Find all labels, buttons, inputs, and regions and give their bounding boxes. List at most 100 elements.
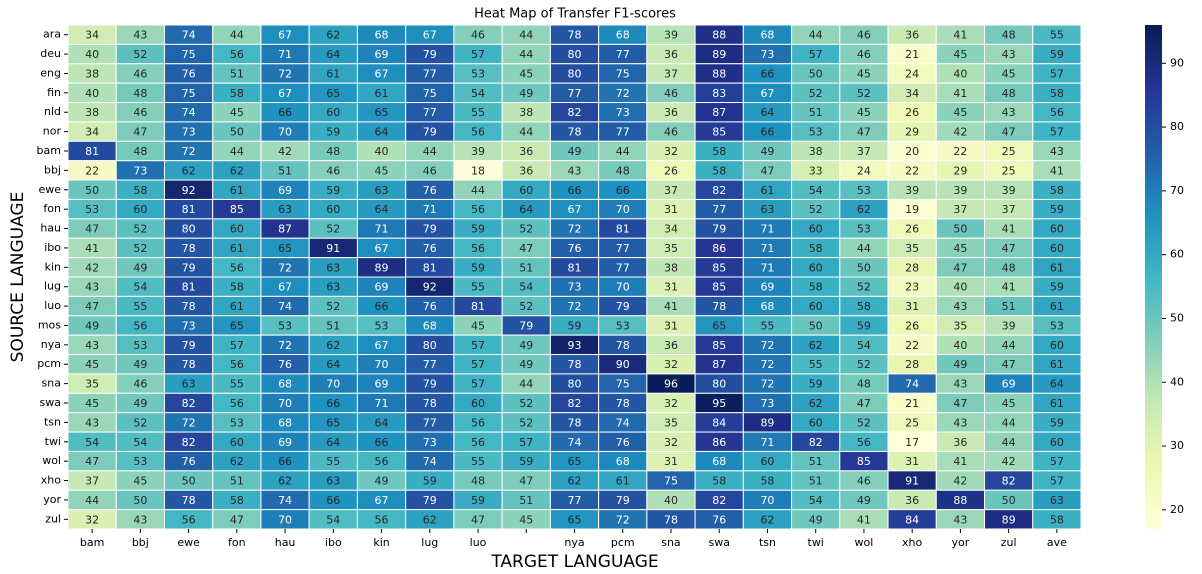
cell-label: 60 — [809, 223, 823, 236]
cell-label: 78 — [182, 300, 196, 313]
cell-label: 77 — [616, 126, 630, 139]
cell-label: 92 — [182, 184, 196, 197]
cell-label: 82 — [712, 494, 726, 507]
cell-label: 66 — [568, 184, 582, 197]
cell-label: 52 — [857, 416, 871, 429]
cell-label: 62 — [326, 29, 340, 42]
cell-label: 56 — [230, 397, 244, 410]
cell-label: 34 — [85, 29, 99, 42]
cell-label: 76 — [423, 184, 437, 197]
cell-label: 53 — [133, 339, 147, 352]
cell-label: 75 — [664, 475, 678, 488]
cell-label: 36 — [664, 48, 678, 61]
cell-label: 35 — [905, 242, 919, 255]
cell-label: 77 — [568, 87, 582, 100]
cell-label: 45 — [857, 106, 871, 119]
cell-label: 65 — [375, 106, 389, 119]
cell-label: 47 — [953, 397, 967, 410]
cell-label: 24 — [857, 164, 871, 177]
cell-label: 51 — [230, 475, 244, 488]
cell-label: 37 — [664, 67, 678, 80]
cell-label: 69 — [375, 281, 389, 294]
cell-label: 63 — [182, 378, 196, 391]
cell-label: 78 — [568, 358, 582, 371]
y-tick-label: bam — [37, 144, 61, 157]
cell-label: 64 — [375, 416, 389, 429]
cell-label: 79 — [182, 261, 196, 274]
cell-label: 55 — [471, 455, 485, 468]
cell-label: 25 — [1002, 145, 1016, 158]
cell-label: 26 — [664, 164, 678, 177]
cell-label: 65 — [326, 416, 340, 429]
cell-label: 73 — [182, 319, 196, 332]
cell-label: 35 — [953, 319, 967, 332]
cell-label: 58 — [712, 164, 726, 177]
cell-label: 76 — [423, 242, 437, 255]
cell-label: 47 — [85, 223, 99, 236]
cell-label: 80 — [712, 378, 726, 391]
cell-label: 58 — [1050, 184, 1064, 197]
cell-label: 40 — [375, 145, 389, 158]
cell-label: 57 — [1050, 455, 1064, 468]
cell-label: 64 — [326, 48, 340, 61]
cell-label: 55 — [471, 281, 485, 294]
cell-label: 44 — [423, 145, 437, 158]
cell-label: 84 — [905, 513, 919, 526]
cell-label: 40 — [85, 87, 99, 100]
cell-label: 49 — [519, 339, 533, 352]
cell-label: 60 — [326, 106, 340, 119]
cell-label: 38 — [519, 106, 533, 119]
cell-label: 77 — [568, 494, 582, 507]
cell-label: 78 — [664, 513, 678, 526]
y-tick-label: ewe — [38, 183, 61, 196]
cell-label: 53 — [375, 319, 389, 332]
cell-label: 58 — [712, 145, 726, 158]
cell-label: 63 — [1050, 494, 1064, 507]
cell-label: 53 — [809, 126, 823, 139]
chart-title: Heat Map of Transfer F1-scores — [474, 7, 676, 22]
cell-label: 60 — [133, 203, 147, 216]
cell-label: 91 — [905, 475, 919, 488]
cell-label: 46 — [664, 87, 678, 100]
cell-label: 46 — [857, 48, 871, 61]
cell-label: 59 — [1050, 416, 1064, 429]
cell-label: 62 — [568, 475, 582, 488]
cell-label: 48 — [1002, 261, 1016, 274]
cell-label: 58 — [809, 281, 823, 294]
cell-label: 55 — [471, 106, 485, 119]
cell-label: 77 — [423, 358, 437, 371]
cell-label: 43 — [85, 339, 99, 352]
y-tick-label: bbj — [44, 163, 61, 176]
cell-label: 58 — [133, 184, 147, 197]
cell-label: 68 — [760, 300, 774, 313]
cell-label: 48 — [133, 87, 147, 100]
cell-label: 79 — [423, 494, 437, 507]
y-tick-label: twi — [45, 435, 61, 448]
cell-label: 53 — [278, 319, 292, 332]
cell-label: 46 — [423, 164, 437, 177]
cell-label: 47 — [953, 261, 967, 274]
x-tick-label: lug — [421, 536, 438, 549]
y-tick-label: swa — [40, 396, 61, 409]
cell-label: 68 — [278, 378, 292, 391]
cell-label: 34 — [664, 223, 678, 236]
x-tick-label: bbj — [132, 536, 149, 549]
cell-label: 48 — [1002, 87, 1016, 100]
cell-label: 52 — [519, 397, 533, 410]
x-tick-label: sna — [661, 536, 680, 549]
cell-label: 69 — [278, 184, 292, 197]
x-tick-label: zul — [1001, 536, 1017, 549]
cell-label: 37 — [953, 203, 967, 216]
cell-label: 41 — [953, 455, 967, 468]
cell-label: 24 — [905, 67, 919, 80]
cell-label: 59 — [809, 378, 823, 391]
cell-label: 39 — [664, 29, 678, 42]
cell-label: 52 — [857, 281, 871, 294]
y-axis-title: SOURCE LANGUAGE — [8, 192, 28, 363]
cell-label: 58 — [809, 242, 823, 255]
cell-label: 72 — [616, 513, 630, 526]
colorbar-tick-label: 70 — [1170, 184, 1184, 197]
y-tick-label: pcm — [37, 357, 61, 370]
cell-label: 47 — [857, 397, 871, 410]
cell-label: 82 — [182, 397, 196, 410]
